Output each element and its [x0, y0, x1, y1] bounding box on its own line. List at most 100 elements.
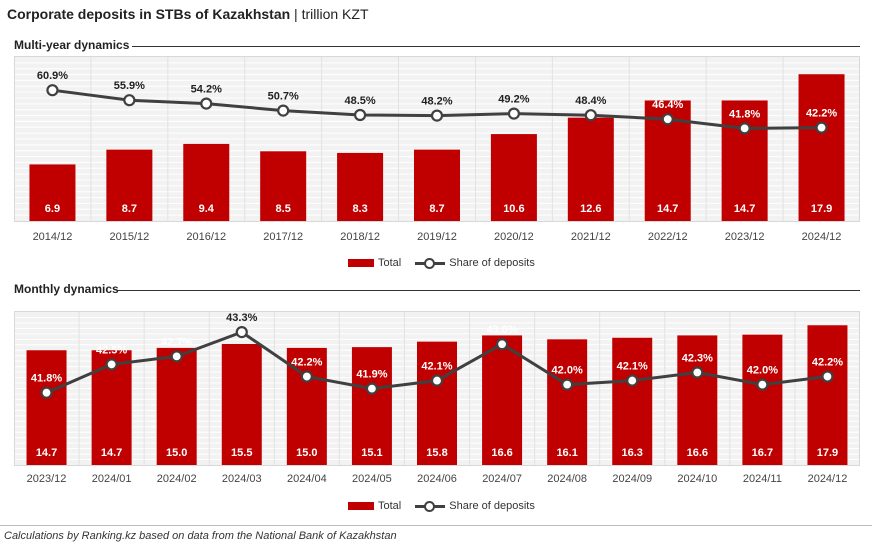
bar-value-label: 17.9 — [817, 447, 838, 459]
share-point-2014/12 — [46, 84, 59, 97]
x-tick-label: 2020/12 — [494, 231, 534, 243]
share-point-2024/06 — [430, 374, 444, 387]
bar-value-label: 15.8 — [426, 447, 447, 459]
x-tick-label: 2024/04 — [287, 473, 327, 485]
bar-2017/12 — [260, 151, 307, 221]
share-point-2024/12 — [821, 370, 834, 383]
bar-value-label: 8.7 — [429, 203, 444, 215]
share-value-label: 42.1% — [421, 361, 452, 373]
share-value-label: 48.5% — [344, 95, 375, 107]
share-value-label: 49.2% — [498, 94, 529, 106]
share-value-label: 55.9% — [114, 80, 145, 92]
legend-total-label: Total — [378, 500, 402, 512]
share-value-label: 41.8% — [729, 108, 760, 120]
bar-value-label: 8.5 — [276, 203, 291, 215]
bar-value-label: 9.4 — [199, 203, 215, 215]
share-value-label: 54.2% — [191, 84, 222, 96]
title-unit: trillion KZT — [301, 6, 369, 22]
share-value-label: 60.9% — [37, 70, 68, 82]
bar-2020/12 — [490, 134, 537, 221]
bar-value-label: 17.9 — [811, 203, 832, 215]
x-tick-label: 2024/05 — [352, 473, 392, 485]
section-title-monthly: Monthly dynamics — [14, 282, 119, 296]
share-value-label: 42.1% — [617, 361, 648, 373]
x-tick-label: 2021/12 — [571, 231, 611, 243]
share-value-label: 48.2% — [421, 96, 452, 108]
x-tick-label: 2019/12 — [417, 231, 457, 243]
source-note: Calculations by Ranking.kz based on data… — [4, 530, 397, 542]
x-tick-label: 2024/03 — [222, 473, 262, 485]
share-value-label: 41.9% — [356, 369, 387, 381]
bar-2024/06 — [417, 341, 457, 465]
share-value-label: 42.3% — [682, 353, 713, 365]
x-tick-label: 2024/11 — [743, 473, 782, 485]
share-value-label: 48.4% — [575, 95, 606, 107]
share-value-label: 42.0% — [747, 365, 778, 377]
bar-value-label: 8.7 — [122, 203, 137, 215]
x-tick-label: 2024/09 — [612, 473, 652, 485]
bar-value-label: 14.7 — [101, 447, 122, 459]
share-point-2024/12 — [815, 121, 828, 134]
bar-value-label: 12.6 — [580, 203, 601, 215]
x-tick-label: 2017/12 — [263, 231, 303, 243]
share-point-2019/12 — [430, 109, 444, 122]
bar-value-label: 8.3 — [352, 203, 367, 215]
share-value-label: 42.2% — [812, 357, 843, 369]
footer-divider — [0, 525, 872, 526]
share-point-2024/11 — [756, 378, 769, 391]
x-tick-label: 2015/12 — [109, 231, 149, 243]
x-tick-label: 2024/06 — [417, 473, 457, 485]
bar-2016/12 — [183, 143, 230, 221]
bar-value-label: 16.3 — [622, 447, 643, 459]
bar-2024/12 — [798, 74, 845, 221]
bar-value-label: 15.0 — [296, 447, 317, 459]
bar-2024/09 — [612, 337, 653, 465]
x-tick-label: 2024/08 — [547, 473, 587, 485]
share-point-2020/12 — [507, 107, 521, 120]
section-title-multiyear: Multi-year dynamics — [14, 38, 130, 52]
legend-share-label: Share of deposits — [449, 257, 535, 269]
bar-value-label: 10.6 — [503, 203, 524, 215]
bar-value-label: 15.0 — [166, 447, 187, 459]
bar-2024/12 — [807, 325, 848, 465]
share-point-2024/09 — [626, 374, 639, 387]
x-tick-label: 2024/07 — [482, 473, 522, 485]
title-main: Corporate deposits in STBs of Kazakhstan — [7, 6, 291, 22]
legend-bar-swatch — [348, 502, 374, 510]
legend-monthly: Total Share of deposits — [348, 500, 535, 512]
bar-2015/12 — [106, 149, 153, 221]
bar-value-label: 6.9 — [45, 203, 60, 215]
share-point-2024/07 — [495, 338, 509, 351]
x-tick-label: 2018/12 — [340, 231, 380, 243]
share-value-label: 41.8% — [31, 373, 62, 385]
share-point-2024/10 — [691, 366, 704, 379]
share-value-label: 43.0% — [486, 324, 517, 336]
share-value-label: 42.0% — [552, 365, 583, 377]
bar-value-label: 16.7 — [752, 447, 773, 459]
x-tick-label: 2024/02 — [157, 473, 197, 485]
share-point-2023/12 — [40, 386, 53, 399]
x-tick-label: 2024/12 — [802, 231, 842, 243]
bar-value-label: 15.1 — [361, 447, 382, 459]
legend-total-label: Total — [378, 257, 402, 269]
share-point-2024/08 — [561, 378, 574, 391]
x-tick-label: 2016/12 — [186, 231, 226, 243]
bar-2024/08 — [547, 339, 588, 465]
chart-monthly: 14.7 2023/12 14.7 2024/01 15.0 2024/02 15.5 202… — [15, 312, 859, 485]
share-value-label: 42.5% — [96, 344, 127, 356]
share-point-2017/12 — [277, 104, 290, 117]
x-tick-label: 2022/12 — [648, 231, 688, 243]
bar-2024/03 — [221, 344, 262, 465]
x-tick-label: 2023/12 — [27, 473, 67, 485]
bar-value-label: 14.7 — [734, 203, 755, 215]
legend-bar-swatch — [348, 259, 374, 267]
legend-line-swatch — [415, 500, 446, 512]
legend-multiyear: Total Share of deposits — [348, 257, 535, 269]
share-point-2016/12 — [200, 97, 213, 110]
share-point-2023/12 — [738, 122, 751, 135]
share-point-2024/04 — [300, 370, 313, 383]
bar-2014/12 — [29, 164, 76, 221]
share-point-2018/12 — [353, 108, 367, 122]
bar-value-label: 16.6 — [687, 447, 708, 459]
share-value-label: 46.4% — [652, 99, 683, 111]
